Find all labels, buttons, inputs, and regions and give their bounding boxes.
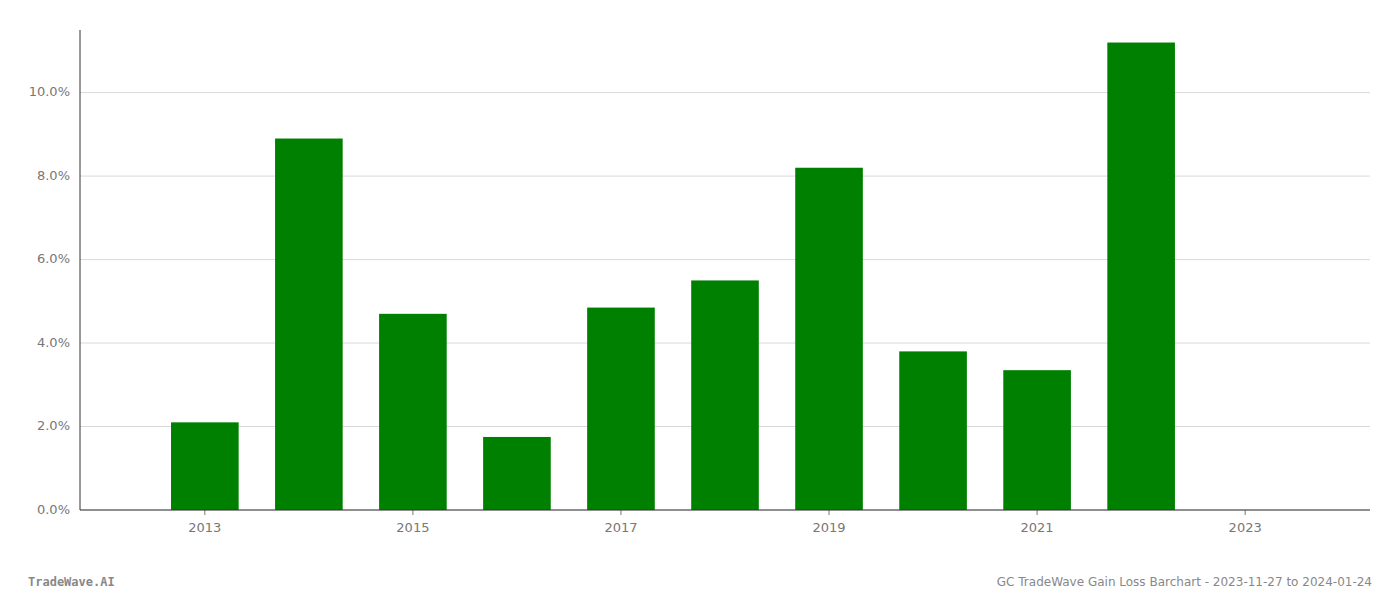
bars bbox=[171, 43, 1175, 510]
grid bbox=[80, 93, 1370, 510]
y-tick-label: 10.0% bbox=[29, 84, 70, 99]
grid-line bbox=[80, 510, 1370, 511]
bar bbox=[1003, 370, 1071, 510]
grid-line bbox=[80, 259, 1370, 260]
x-tick bbox=[620, 510, 621, 515]
x-tick-label: 2017 bbox=[604, 520, 637, 535]
chart: 0.0% 2.0% 4.0% 6.0% 8.0% 10.0% 2013 2015 2017 201… bbox=[0, 0, 1400, 600]
x-tick bbox=[1245, 510, 1246, 515]
bar bbox=[275, 139, 343, 510]
bar bbox=[899, 351, 967, 510]
bar bbox=[171, 422, 239, 510]
footer-text: TradeWave.AI bbox=[28, 575, 115, 589]
footer-text: GC TradeWave Gain Loss Barchart - 2023-1… bbox=[997, 575, 1372, 589]
grid-line bbox=[80, 176, 1370, 177]
bar bbox=[379, 314, 447, 510]
grid-line bbox=[80, 92, 1370, 93]
y-tick-label: 2.0% bbox=[37, 418, 70, 433]
y-axis-line bbox=[80, 30, 81, 510]
x-tick-label: 2021 bbox=[1021, 520, 1054, 535]
y-tick-label: 6.0% bbox=[37, 251, 70, 266]
x-tick-label: 2013 bbox=[188, 520, 221, 535]
x-tick-label: 2015 bbox=[396, 520, 429, 535]
x-tick bbox=[829, 510, 830, 515]
x-tick-label: 2019 bbox=[812, 520, 845, 535]
bar bbox=[1107, 43, 1175, 510]
bar bbox=[691, 280, 759, 510]
bar bbox=[483, 437, 551, 510]
y-tick-label: 0.0% bbox=[37, 502, 70, 517]
x-tick bbox=[412, 510, 413, 515]
bar bbox=[795, 168, 863, 510]
x-axis-line bbox=[80, 510, 1370, 511]
x-tick bbox=[1037, 510, 1038, 515]
bar bbox=[587, 308, 655, 510]
x-tick-label: 2023 bbox=[1229, 520, 1262, 535]
y-tick-label: 4.0% bbox=[37, 335, 70, 350]
x-tick bbox=[204, 510, 205, 515]
y-tick-label: 8.0% bbox=[37, 168, 70, 183]
